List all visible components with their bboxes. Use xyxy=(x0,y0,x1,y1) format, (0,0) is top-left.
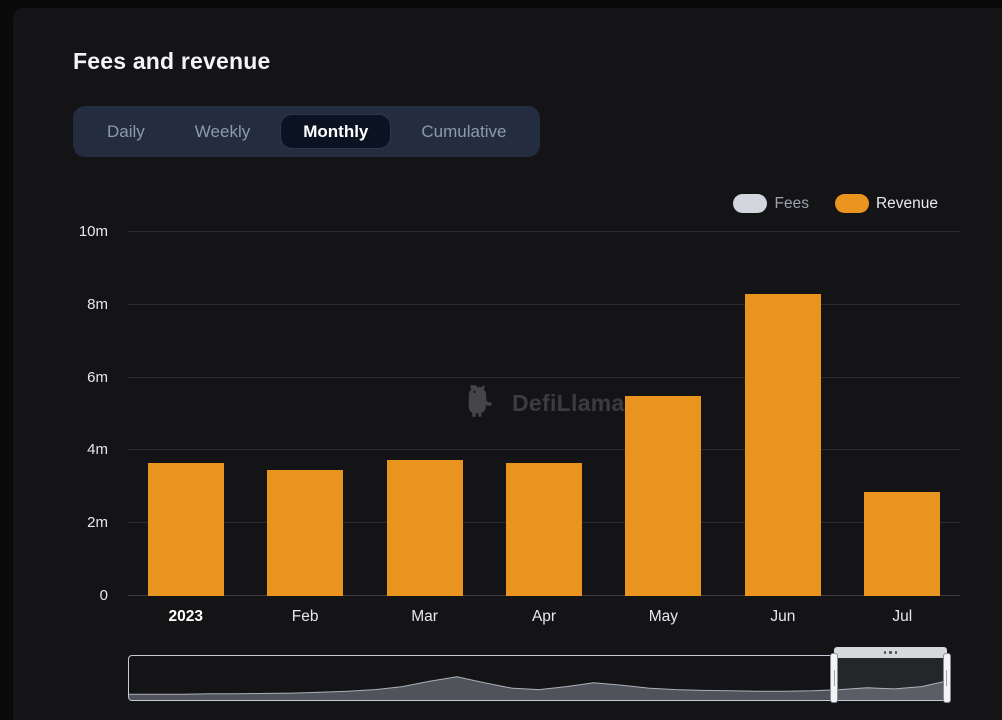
time-period-tabs: Daily Weekly Monthly Cumulative xyxy=(73,106,541,157)
tab-monthly[interactable]: Monthly xyxy=(280,114,392,149)
legend-item-fees[interactable]: Fees xyxy=(733,194,809,213)
tab-weekly[interactable]: Weekly xyxy=(175,114,270,149)
bar-apr[interactable] xyxy=(506,463,582,596)
page-title: Fees and revenue xyxy=(73,48,271,74)
bar-may[interactable] xyxy=(625,395,702,596)
brush-selection[interactable] xyxy=(834,656,947,700)
bar-mar[interactable] xyxy=(386,459,463,596)
chart-legend: Fees Revenue xyxy=(733,194,938,213)
brush-move-handle[interactable] xyxy=(834,647,947,658)
brush-sparkline xyxy=(129,676,949,700)
tab-daily[interactable]: Daily xyxy=(87,114,165,149)
legend-label: Revenue xyxy=(875,194,938,212)
bar-2023[interactable] xyxy=(147,463,224,596)
bar-feb[interactable] xyxy=(267,470,344,596)
brush-handle-left[interactable] xyxy=(830,653,839,703)
legend-label: Fees xyxy=(774,194,809,212)
brush-handle-right[interactable] xyxy=(942,653,951,703)
tab-cumulative[interactable]: Cumulative xyxy=(401,114,526,149)
legend-swatch-revenue xyxy=(834,194,869,213)
legend-swatch-fees xyxy=(733,194,768,213)
bar-jun[interactable] xyxy=(744,293,821,596)
bar-jul[interactable] xyxy=(864,492,941,596)
datazoom-brush[interactable] xyxy=(128,647,951,703)
legend-item-revenue[interactable]: Revenue xyxy=(834,194,938,213)
